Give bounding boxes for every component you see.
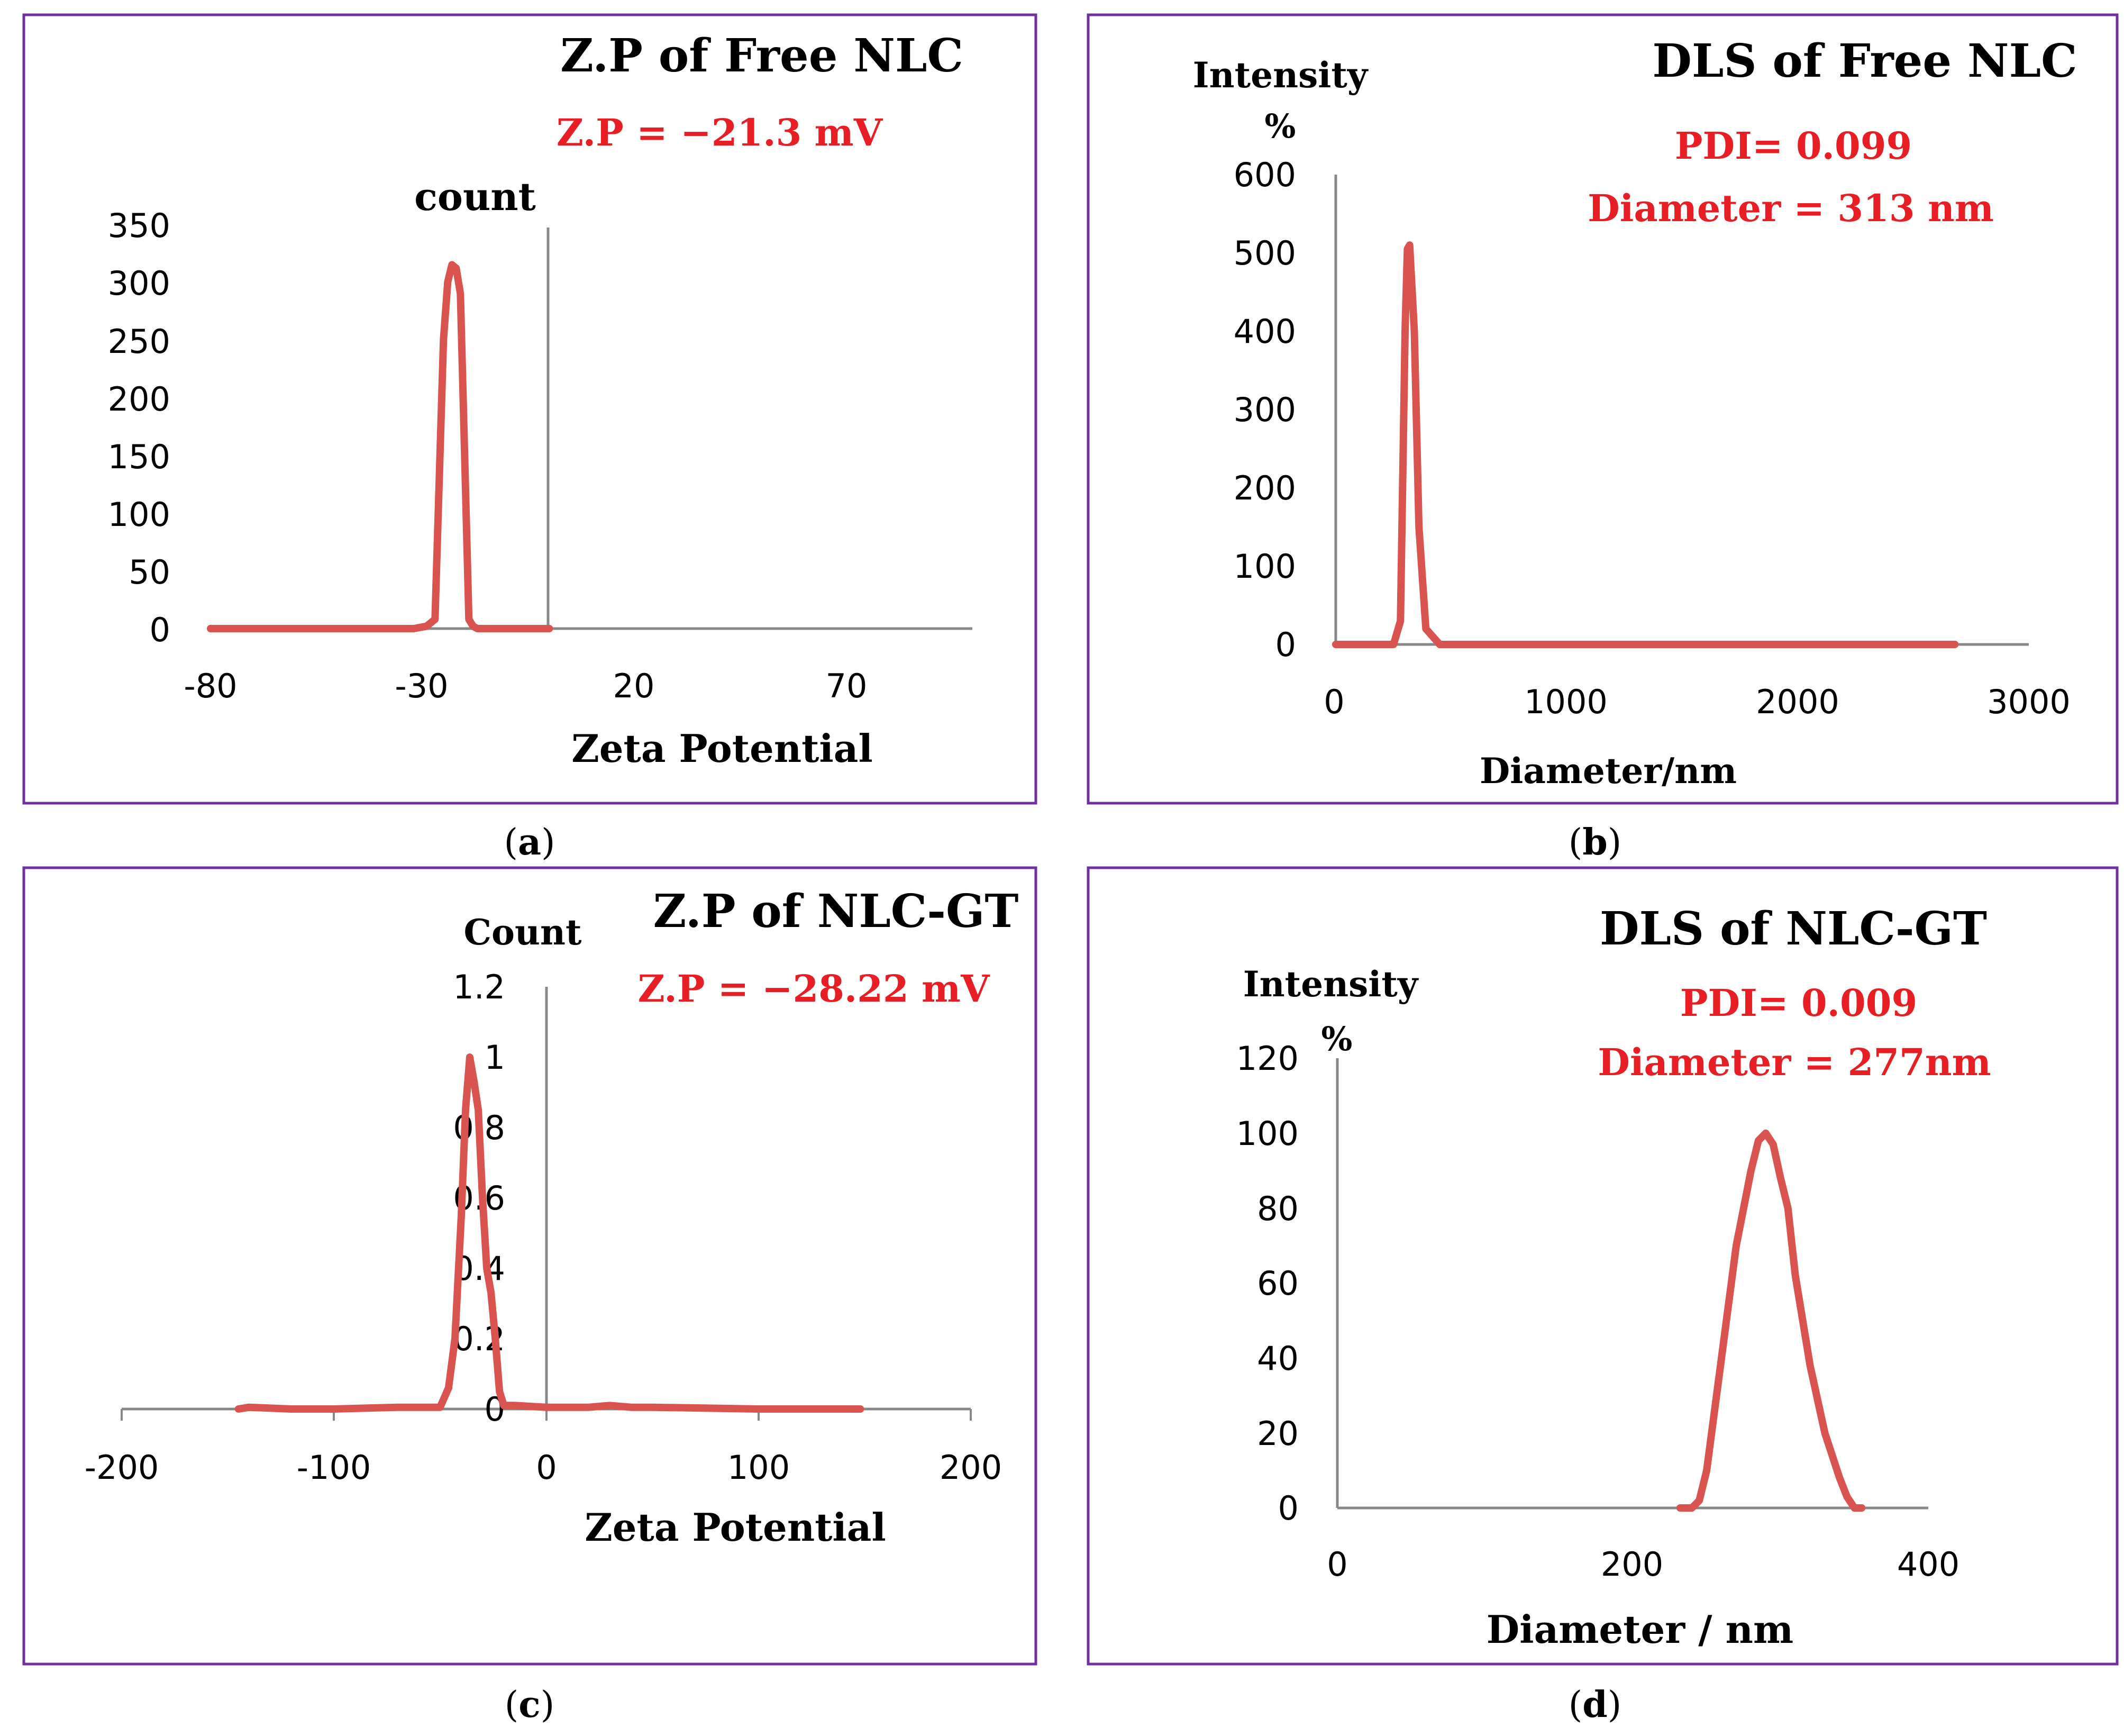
panel-c-zp-annotation: Z.P = −28.22 mV	[638, 967, 991, 1011]
panel-d-xtick: 200	[1601, 1545, 1663, 1584]
panel-c-ylabel: Count	[463, 912, 582, 953]
panel-b-pdi-annotation: PDI= 0.099	[1675, 124, 1912, 168]
panel-b-title: DLS of Free NLC	[1652, 34, 2077, 88]
panel-b-ytick: 0	[1275, 625, 1296, 664]
panel-b-ytick: 100	[1234, 547, 1296, 586]
panel-d-pdi-annotation: PDI= 0.009	[1680, 981, 1917, 1025]
panel-c-xtick: -200	[85, 1448, 159, 1487]
panel-a-series-line	[207, 261, 553, 632]
caption-a: (a)	[504, 821, 555, 864]
panel-d: DLS of NLC-GT Intensity % PDI= 0.009 Dia…	[1087, 866, 2119, 1666]
panel-c-frame	[22, 866, 1037, 1666]
panel-d-diameter-annotation: Diameter = 277nm	[1598, 1040, 1991, 1084]
panel-c-series-line	[234, 1053, 864, 1413]
panel-b-ytick: 300	[1234, 390, 1296, 429]
panel-a-xtick: 20	[613, 667, 655, 705]
panel-c-xtick: 200	[940, 1448, 1002, 1487]
panel-a-ytick: 200	[108, 380, 170, 419]
panel-d-xlabel: Diameter / nm	[1487, 1607, 1793, 1652]
panel-b-xtick: 2000	[1756, 683, 1839, 721]
panel-a-frame	[22, 13, 1037, 805]
panel-d-ylabel: Intensity	[1243, 964, 1419, 1005]
panel-a-ytick: 300	[108, 264, 170, 303]
panel-b-ylabel: Intensity	[1193, 54, 1369, 96]
panel-d-title: DLS of NLC-GT	[1600, 902, 1987, 956]
panel-d-ytick: 100	[1236, 1114, 1299, 1153]
panel-a-ytick: 350	[108, 206, 170, 245]
panel-c-title: Z.P of NLC-GT	[653, 885, 1019, 938]
panel-a-zp-annotation: Z.P = −21.3 mV	[557, 111, 883, 154]
panel-b-frame	[1087, 13, 2119, 805]
panel-a-ytick: 250	[108, 322, 170, 361]
panel-a: Z.P of Free NLC Z.P = −21.3 mV count Zet…	[22, 13, 1037, 805]
panel-a-title: Z.P of Free NLC	[560, 29, 963, 83]
caption-d: (d)	[1569, 1684, 1622, 1726]
panel-b-ytick: 500	[1234, 234, 1296, 272]
panel-d-series-line	[1676, 1129, 1866, 1512]
panel-b-diameter-annotation: Diameter = 313 nm	[1588, 186, 1994, 230]
caption-b: (b)	[1569, 821, 1622, 864]
panel-a-ytick: 0	[150, 611, 170, 649]
panel-c-ytick: 1.2	[453, 968, 505, 1006]
panel-d-xtick: 400	[1897, 1545, 1959, 1584]
panel-c-xlabel: Zeta Potential	[585, 1505, 886, 1550]
panel-b-xlabel: Diameter/nm	[1480, 750, 1737, 792]
panel-d-xtick: 0	[1327, 1545, 1347, 1584]
panel-b-ytick: 400	[1234, 312, 1296, 351]
panel-c-ytick: 1	[485, 1038, 505, 1077]
panel-d-ylabel: %	[1321, 1020, 1353, 1058]
panel-a-ytick: 150	[108, 438, 170, 476]
panel-c: Z.P of NLC-GT Count Z.P = −28.22 mV Zeta…	[22, 866, 1037, 1666]
panel-d-ytick: 20	[1257, 1414, 1299, 1453]
panel-d-ytick: 40	[1257, 1339, 1299, 1378]
panel-a-ylabel: count	[414, 174, 536, 219]
panel-d-ytick: 0	[1278, 1489, 1299, 1528]
panel-a-ytick: 100	[108, 495, 170, 534]
panel-b: DLS of Free NLC Intensity % PDI= 0.099 D…	[1087, 13, 2119, 805]
panel-b-xtick: 3000	[1987, 683, 2071, 721]
panel-a-xtick: -80	[184, 667, 237, 705]
panel-c-xtick: 0	[536, 1448, 557, 1487]
panel-a-ytick: 50	[129, 553, 170, 592]
panel-a-xlabel: Zeta Potential	[571, 726, 873, 771]
panel-d-ytick: 120	[1236, 1039, 1299, 1078]
panel-b-xtick: 0	[1324, 683, 1344, 721]
panel-b-ytick: 200	[1234, 469, 1296, 507]
caption-c: (c)	[505, 1684, 554, 1726]
panel-d-frame	[1087, 866, 2119, 1666]
panel-b-xtick: 1000	[1524, 683, 1608, 721]
panel-a-xtick: -30	[395, 667, 448, 705]
panel-b-ytick: 600	[1234, 156, 1296, 194]
panel-b-ylabel: %	[1265, 107, 1296, 146]
panel-d-ytick: 80	[1257, 1189, 1299, 1228]
panel-b-series-line	[1332, 241, 1959, 648]
panel-a-xtick: 70	[826, 667, 868, 705]
panel-c-xtick: 100	[727, 1448, 790, 1487]
panel-d-ytick: 60	[1257, 1264, 1299, 1303]
panel-c-xtick: -100	[297, 1448, 371, 1487]
